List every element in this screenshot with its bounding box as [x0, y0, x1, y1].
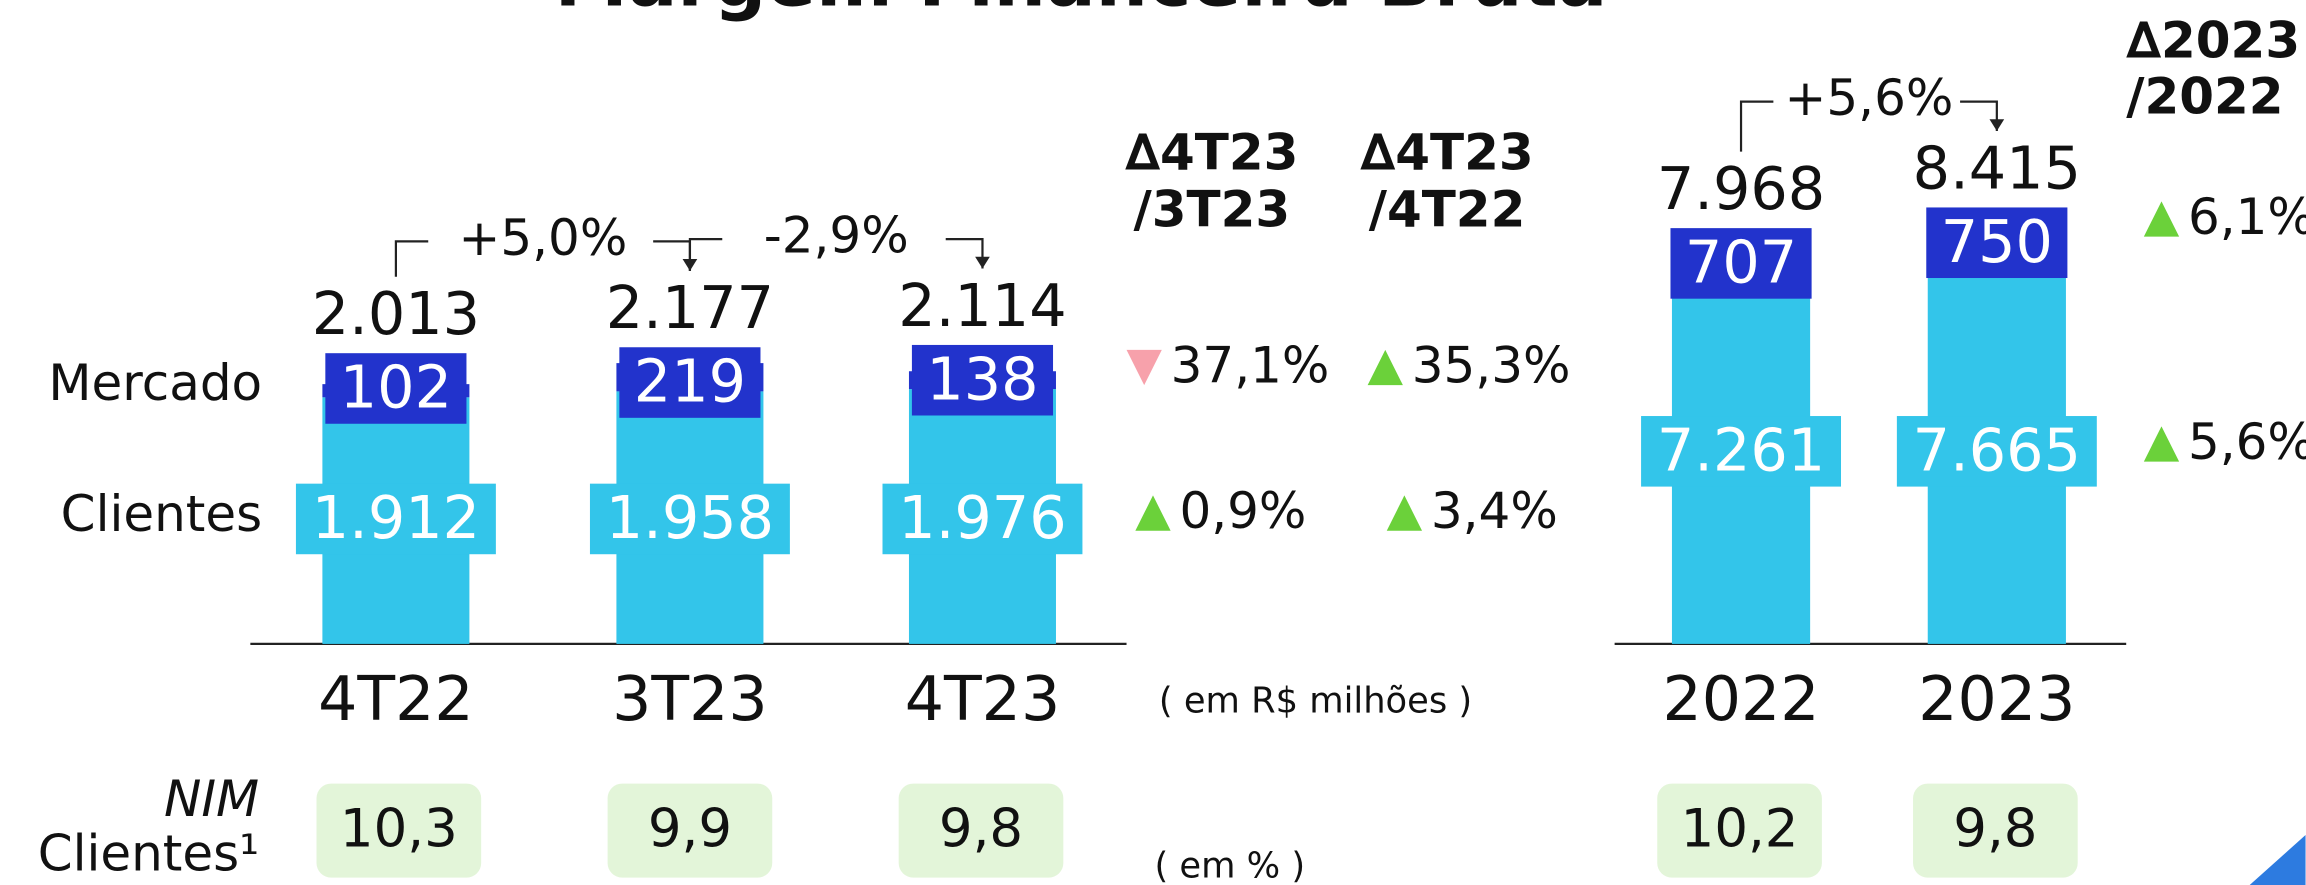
nim-label: Clientes¹ [38, 825, 259, 883]
value-label: 750 [1941, 207, 2053, 276]
value-label: 1.912 [312, 483, 480, 552]
nim-box [1913, 783, 2078, 878]
growth-label: +5,0% [458, 209, 627, 267]
up-triangle [1367, 349, 1403, 386]
value-label-box [1926, 207, 2068, 279]
corner-decoration [2249, 835, 2306, 885]
total-label: 7.968 [1657, 154, 1825, 223]
value-label-box [295, 483, 496, 555]
total-label: 8.415 [1913, 133, 2081, 202]
slide-title: Margem Financeira Bruta [555, 0, 1608, 23]
arrow-head [975, 256, 990, 269]
delta-header: ∆2023 [2126, 12, 2300, 70]
row-label: Clientes [61, 485, 262, 543]
value-label-box [882, 483, 1083, 555]
value-label: 1.958 [606, 483, 774, 552]
nim-label: NIM [164, 770, 259, 828]
nim-box [1657, 783, 1822, 878]
value-label: 219 [634, 347, 746, 416]
value-label: 138 [926, 344, 1038, 413]
nim-box [898, 783, 1064, 878]
delta-value: 35,3% [1412, 336, 1571, 394]
total-label: 2.013 [312, 279, 480, 348]
value-label-box [325, 353, 467, 424]
category-label: 3T23 [612, 663, 768, 735]
up-triangle [2143, 426, 2180, 462]
category-label: 2022 [1662, 663, 1819, 735]
up-triangle [1135, 495, 1171, 531]
nim-box [316, 783, 482, 878]
delta-header: ∆4T23 [1360, 123, 1533, 181]
row-label: Mercado [48, 354, 262, 412]
value-label-box [619, 347, 761, 418]
nim-value: 9,9 [648, 799, 732, 860]
delta-header: ∆4T23 [1125, 123, 1298, 181]
nim-box [607, 783, 773, 878]
nim-value: 9,8 [1953, 799, 2037, 860]
delta-value: 6,1% [2188, 188, 2306, 246]
category-label: 2023 [1918, 663, 2075, 735]
category-label: 4T22 [318, 663, 474, 735]
delta-header: /2022 [2126, 67, 2283, 125]
value-label: 707 [1685, 227, 1797, 296]
value-label: 102 [340, 353, 452, 422]
value-label-box [911, 344, 1054, 416]
unit-note: ( em R$ milhões ) [1159, 681, 1472, 722]
delta-value: 5,6% [2188, 413, 2306, 471]
nim-value: 9,8 [939, 799, 1023, 860]
delta-value: 3,4% [1431, 482, 1558, 540]
total-label: 2.114 [898, 271, 1066, 340]
total-label: 2.177 [606, 273, 774, 342]
delta-value: 37,1% [1171, 336, 1330, 394]
category-label: 4T23 [905, 663, 1061, 735]
nim-value: 10,2 [1681, 799, 1799, 860]
unit-note: ( em % ) [1154, 845, 1305, 885]
value-label: 7.261 [1657, 415, 1825, 484]
value-label-box [1896, 416, 2097, 487]
arrow-head [1989, 119, 2005, 132]
growth-label: +5,6% [1785, 69, 1954, 127]
nim-value: 10,3 [340, 799, 458, 860]
growth-label: -2,9% [764, 207, 909, 265]
value-label: 1.976 [898, 483, 1066, 552]
up-triangle [1386, 495, 1423, 531]
up-triangle [2143, 201, 2180, 237]
delta-header: /4T22 [1369, 181, 1526, 239]
value-label-box [1670, 228, 1812, 299]
value-label: 7.665 [1913, 415, 2081, 484]
value-label-box [589, 483, 790, 555]
delta-header: /3T23 [1133, 181, 1290, 239]
delta-value: 0,9% [1179, 482, 1306, 540]
value-label-box [1641, 416, 1842, 487]
down-triangle [1126, 349, 1162, 386]
